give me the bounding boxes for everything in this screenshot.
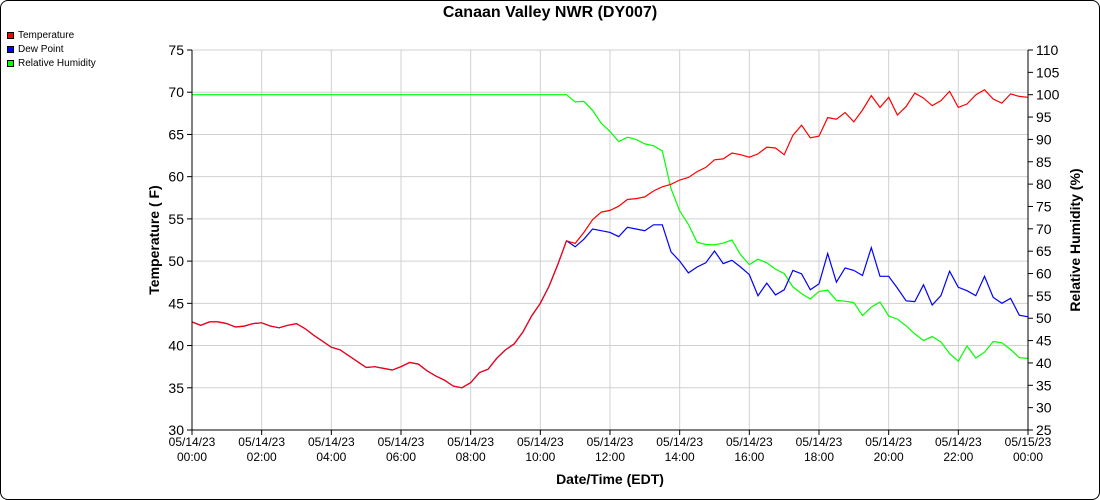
- series-layer: [191, 88, 1029, 389]
- x-tick-date: 05/14/23: [169, 435, 216, 449]
- y2-tick-label: 90: [1036, 131, 1052, 147]
- legend-item-relative-humidity: Relative Humidity: [7, 56, 96, 70]
- legend-item-temperature: Temperature: [7, 28, 96, 42]
- y-tick-label: 65: [168, 126, 184, 142]
- y2-tick-label: 25: [1036, 422, 1052, 438]
- y2-tick-label: 55: [1036, 288, 1052, 304]
- y-tick-label: 55: [168, 211, 184, 227]
- y-tick-label: 30: [168, 422, 184, 438]
- relative-humidity-line: [192, 94, 1029, 363]
- x-tick-date: 05/14/23: [587, 435, 634, 449]
- y2-tick-label: 75: [1036, 198, 1052, 214]
- x-tick-time: 16:00: [734, 450, 764, 464]
- x-tick-time: 12:00: [595, 450, 625, 464]
- y2-tick-label: 40: [1036, 355, 1052, 371]
- y2-tick-label: 85: [1036, 154, 1052, 170]
- y-tick-label: 40: [168, 338, 184, 354]
- x-tick-time: 02:00: [247, 450, 277, 464]
- x-tick-time: 18:00: [804, 450, 834, 464]
- x-tick-time: 06:00: [386, 450, 416, 464]
- x-tick-date: 05/14/23: [447, 435, 494, 449]
- legend-label-temperature: Temperature: [18, 29, 75, 41]
- legend-swatch-temperature: [7, 31, 14, 39]
- y2-tick-label: 45: [1036, 333, 1052, 349]
- x-tick-time: 00:00: [1013, 450, 1043, 464]
- temperature-line: [191, 88, 1029, 389]
- y-tick-label: 35: [168, 380, 184, 396]
- y-axis-title: Temperature ( F): [146, 185, 162, 294]
- x-tick-date: 05/14/23: [378, 435, 425, 449]
- y2-tick-label: 35: [1036, 377, 1052, 393]
- y-tick-label: 60: [168, 169, 184, 185]
- x-tick-time: 14:00: [665, 450, 695, 464]
- x-tick-time: 10:00: [525, 450, 555, 464]
- y2-tick-label: 50: [1036, 310, 1052, 326]
- y2-tick-label: 60: [1036, 266, 1052, 282]
- y-tick-label: 50: [168, 253, 184, 269]
- x-tick-date: 05/14/23: [308, 435, 355, 449]
- legend-swatch-relative-humidity: [7, 59, 14, 67]
- x-tick-time: 00:00: [177, 450, 207, 464]
- y2-tick-label: 65: [1036, 243, 1052, 259]
- x-tick-date: 05/14/23: [726, 435, 773, 449]
- legend: Temperature Dew Point Relative Humidity: [7, 28, 96, 70]
- y2-tick-label: 80: [1036, 176, 1052, 192]
- y-tick-label: 70: [168, 84, 184, 100]
- x-axis-title: Date/Time (EDT): [556, 471, 664, 487]
- y2-axis-title: Relative Humidity (%): [1067, 168, 1083, 311]
- y2-tick-label: 100: [1036, 87, 1060, 103]
- y2-tick-label: 70: [1036, 221, 1052, 237]
- x-tick-date: 05/14/23: [517, 435, 564, 449]
- x-tick-date: 05/15/23: [1005, 435, 1052, 449]
- x-tick-time: 04:00: [316, 450, 346, 464]
- legend-label-dew-point: Dew Point: [18, 43, 64, 55]
- y2-tick-label: 110: [1036, 42, 1059, 58]
- x-tick-date: 05/14/23: [656, 435, 703, 449]
- legend-item-dew-point: Dew Point: [7, 42, 96, 56]
- x-tick-date: 05/14/23: [796, 435, 843, 449]
- legend-swatch-dew-point: [7, 45, 14, 53]
- x-tick-date: 05/14/23: [935, 435, 982, 449]
- y2-tick-label: 95: [1036, 109, 1052, 125]
- x-tick-date: 05/14/23: [238, 435, 285, 449]
- chart-title: Canaan Valley NWR (DY007): [442, 4, 658, 21]
- x-tick-time: 08:00: [456, 450, 486, 464]
- legend-label-relative-humidity: Relative Humidity: [18, 57, 96, 69]
- axes: 30 35 40 45 50 55 60 65 70 75 25 30 35 40 45 50 55 60 65 70…: [168, 42, 1059, 464]
- y-tick-label: 45: [168, 295, 184, 311]
- y2-tick-label: 30: [1036, 400, 1052, 416]
- x-tick-time: 22:00: [943, 450, 973, 464]
- y2-tick-label: 105: [1036, 64, 1060, 80]
- x-tick-date: 05/14/23: [865, 435, 912, 449]
- x-tick-time: 20:00: [874, 450, 904, 464]
- y-tick-label: 75: [168, 42, 184, 58]
